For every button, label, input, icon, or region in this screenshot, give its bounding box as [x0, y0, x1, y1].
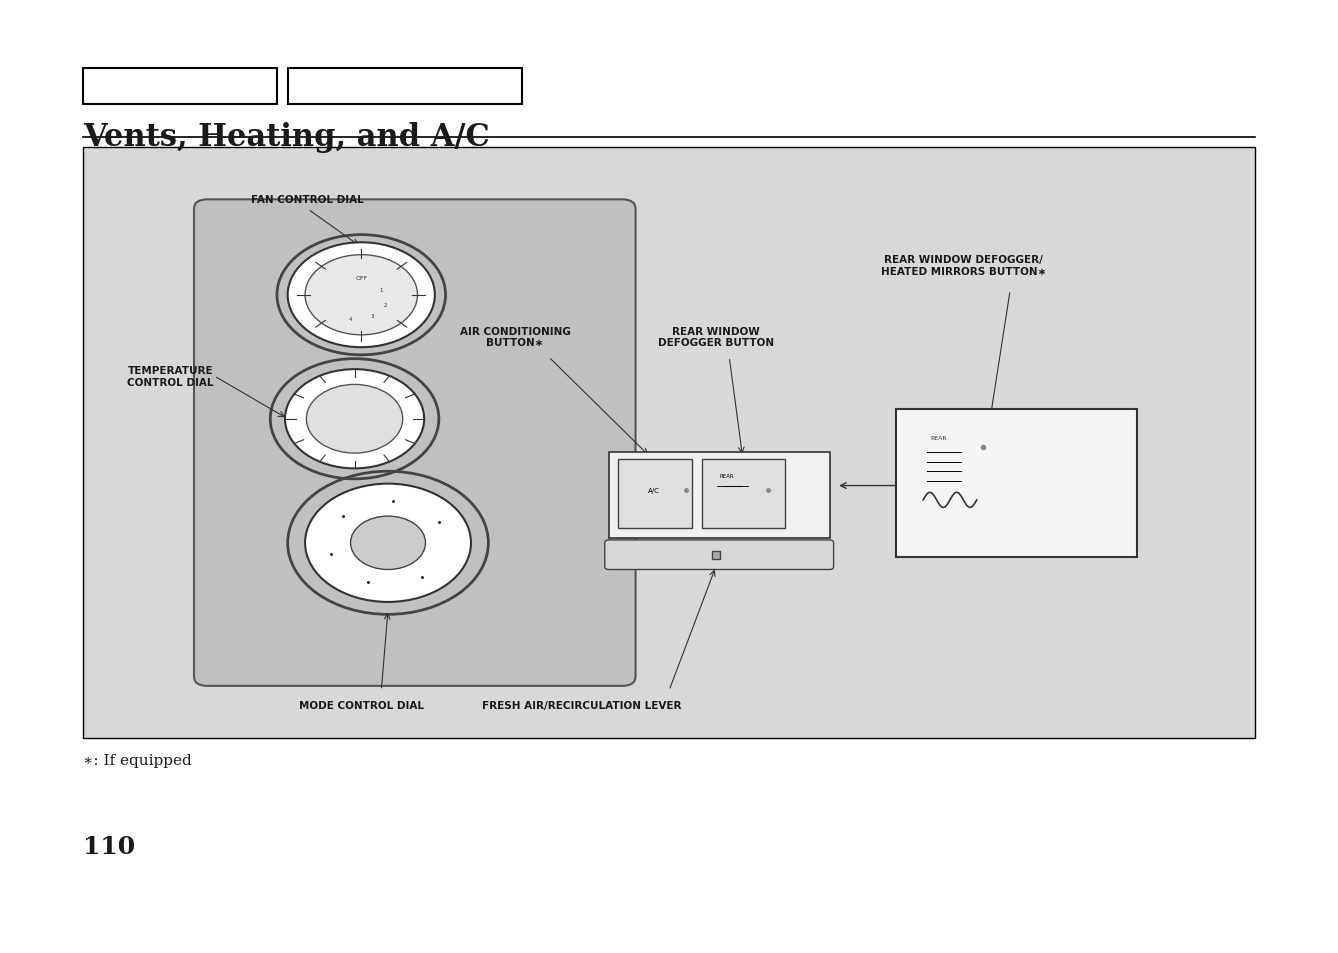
Text: FRESH AIR/RECIRCULATION LEVER: FRESH AIR/RECIRCULATION LEVER — [482, 700, 682, 710]
Circle shape — [285, 370, 424, 469]
Text: Vents, Heating, and A/C: Vents, Heating, and A/C — [83, 122, 490, 152]
Text: REAR WINDOW DEFOGGER/
HEATED MIRRORS BUTTON∗: REAR WINDOW DEFOGGER/ HEATED MIRRORS BUT… — [880, 254, 1046, 276]
Bar — [618, 459, 692, 529]
Bar — [609, 453, 830, 538]
Text: FAN CONTROL DIAL: FAN CONTROL DIAL — [252, 195, 364, 205]
Text: OFF: OFF — [355, 275, 368, 281]
Circle shape — [305, 484, 471, 602]
Bar — [896, 410, 1137, 558]
Text: REAR WINDOW
DEFOGGER BUTTON: REAR WINDOW DEFOGGER BUTTON — [658, 326, 773, 348]
Text: 4: 4 — [349, 316, 352, 322]
Text: 110: 110 — [83, 834, 135, 858]
FancyBboxPatch shape — [605, 540, 834, 570]
Text: 2: 2 — [384, 302, 387, 308]
FancyBboxPatch shape — [288, 69, 522, 105]
Text: TEMPERATURE
CONTROL DIAL: TEMPERATURE CONTROL DIAL — [127, 366, 214, 387]
Text: ∗: If equipped: ∗: If equipped — [83, 753, 191, 767]
FancyBboxPatch shape — [194, 200, 636, 686]
Bar — [83, 148, 1255, 739]
Text: MODE CONTROL DIAL: MODE CONTROL DIAL — [298, 700, 424, 710]
Circle shape — [288, 243, 435, 348]
Circle shape — [305, 255, 417, 335]
Bar — [702, 459, 785, 529]
Circle shape — [306, 385, 403, 454]
Text: AIR CONDITIONING
BUTTON∗: AIR CONDITIONING BUTTON∗ — [460, 326, 570, 348]
Text: A/C: A/C — [649, 488, 660, 494]
Text: REAR: REAR — [930, 436, 946, 441]
FancyBboxPatch shape — [83, 69, 277, 105]
Text: 1: 1 — [380, 288, 383, 294]
Circle shape — [351, 517, 425, 570]
Text: REAR: REAR — [720, 474, 733, 479]
Text: 3: 3 — [371, 314, 373, 319]
